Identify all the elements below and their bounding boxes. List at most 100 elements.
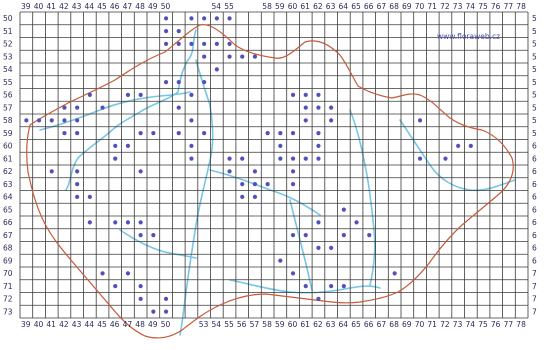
col-label-bottom: 41 bbox=[46, 320, 56, 329]
row-label-right: 6 bbox=[532, 256, 537, 265]
col-label-top: 74 bbox=[466, 2, 476, 11]
col-label-bottom: 54 bbox=[212, 320, 222, 329]
col-label-top: 60 bbox=[288, 2, 298, 11]
occurrence-dot bbox=[87, 92, 92, 97]
occurrence-dot bbox=[151, 131, 156, 136]
occurrence-dot bbox=[316, 245, 321, 250]
occurrence-dot bbox=[49, 169, 54, 174]
occurrence-dot bbox=[252, 182, 258, 187]
row-label-right: 7 bbox=[532, 307, 537, 316]
col-label-top: 54 bbox=[212, 2, 222, 11]
col-label-top: 70 bbox=[415, 2, 425, 11]
occurrence-dot bbox=[138, 92, 143, 97]
col-label-bottom: 74 bbox=[466, 320, 476, 329]
col-label-top: 71 bbox=[427, 2, 437, 11]
occurrence-dot bbox=[75, 131, 80, 136]
occurrence-dot bbox=[227, 41, 232, 46]
col-label-bottom: 66 bbox=[364, 320, 374, 329]
occurrence-dot bbox=[240, 194, 245, 199]
occurrence-dot bbox=[278, 156, 283, 161]
col-label-top: 61 bbox=[300, 2, 310, 11]
col-label-bottom: 77 bbox=[504, 320, 514, 329]
occurrence-dot bbox=[443, 156, 448, 161]
occurrence-dot bbox=[202, 54, 207, 59]
occurrence-dot bbox=[62, 118, 67, 123]
occurrence-dot bbox=[252, 54, 258, 59]
occurrence-dot bbox=[189, 41, 194, 46]
occurrence-dot bbox=[24, 118, 29, 123]
col-label-bottom: 49 bbox=[148, 320, 158, 329]
occurrence-dot bbox=[189, 156, 194, 161]
occurrence-dot bbox=[316, 220, 321, 225]
col-label-bottom: 40 bbox=[34, 320, 44, 329]
occurrence-dot bbox=[113, 143, 118, 148]
river-elbe bbox=[65, 29, 197, 191]
col-label-bottom: 58 bbox=[262, 320, 272, 329]
occurrence-dot bbox=[36, 118, 42, 123]
river-morava bbox=[349, 109, 376, 286]
col-label-bottom: 59 bbox=[275, 320, 285, 329]
row-label-right: 7 bbox=[532, 295, 537, 304]
occurrence-dot bbox=[75, 105, 80, 110]
col-label-bottom: 75 bbox=[478, 320, 488, 329]
occurrence-dot bbox=[265, 131, 270, 136]
occurrence-dot bbox=[456, 143, 461, 148]
col-label-bottom: 39 bbox=[21, 320, 31, 329]
col-label-bottom: 65 bbox=[351, 320, 361, 329]
occurrence-dot bbox=[202, 131, 207, 136]
row-label-left: 54 bbox=[3, 65, 13, 74]
occurrence-dot bbox=[151, 233, 156, 238]
occurrence-dot bbox=[392, 271, 397, 276]
row-label-left: 61 bbox=[3, 154, 13, 163]
occurrence-dot bbox=[189, 92, 194, 97]
row-label-left: 72 bbox=[3, 295, 13, 304]
occurrence-dot bbox=[240, 156, 245, 161]
row-label-left: 60 bbox=[3, 142, 13, 151]
occurrence-dot bbox=[163, 16, 169, 21]
occurrence-dot bbox=[113, 220, 118, 225]
col-label-top: 43 bbox=[72, 2, 82, 11]
col-label-top: 67 bbox=[377, 2, 387, 11]
occurrence-dot bbox=[202, 80, 207, 85]
occurrence-dot bbox=[278, 131, 283, 136]
row-label-right: 5 bbox=[532, 129, 537, 138]
row-label-right: 5 bbox=[532, 52, 537, 61]
col-label-bottom: 71 bbox=[427, 320, 437, 329]
occurrence-dot bbox=[265, 182, 270, 187]
occurrence-dots bbox=[24, 16, 473, 314]
col-label-bottom: 57 bbox=[250, 320, 260, 329]
row-label-left: 70 bbox=[3, 269, 13, 278]
river-ohre bbox=[39, 91, 191, 131]
col-label-top: 65 bbox=[351, 2, 361, 11]
occurrence-dot bbox=[290, 182, 296, 187]
row-label-left: 63 bbox=[3, 180, 13, 189]
col-label-top: 63 bbox=[326, 2, 336, 11]
col-label-top: 58 bbox=[262, 2, 272, 11]
occurrence-dot bbox=[214, 16, 219, 21]
col-label-top: 72 bbox=[440, 2, 450, 11]
occurrence-dot bbox=[163, 296, 169, 301]
occurrence-dot bbox=[303, 233, 308, 238]
occurrence-dot bbox=[138, 169, 143, 174]
occurrence-dot bbox=[163, 80, 169, 85]
occurrence-dot bbox=[125, 143, 131, 148]
row-label-left: 64 bbox=[3, 193, 13, 202]
col-label-bottom: 50 bbox=[161, 320, 171, 329]
col-label-bottom: 72 bbox=[440, 320, 450, 329]
grid-labels: 39 40 41 42 43 44 45 46 47 48 49 50 54 55 58 59 60 61 62 63… bbox=[3, 2, 537, 329]
col-label-top: 45 bbox=[97, 2, 107, 11]
occurrence-dot bbox=[75, 182, 80, 187]
col-label-top: 75 bbox=[478, 2, 488, 11]
row-label-left: 53 bbox=[3, 52, 13, 61]
occurrence-dot bbox=[278, 258, 283, 263]
row-label-left: 59 bbox=[3, 129, 13, 138]
occurrence-dot bbox=[189, 143, 194, 148]
occurrence-dot bbox=[468, 143, 473, 148]
row-label-left: 58 bbox=[3, 116, 13, 125]
row-label-right: 6 bbox=[532, 142, 537, 151]
col-label-top: 78 bbox=[516, 2, 526, 11]
occurrence-dot bbox=[100, 105, 105, 110]
occurrence-dot bbox=[341, 233, 346, 238]
watermark: www.floraweb.cz bbox=[437, 32, 500, 41]
